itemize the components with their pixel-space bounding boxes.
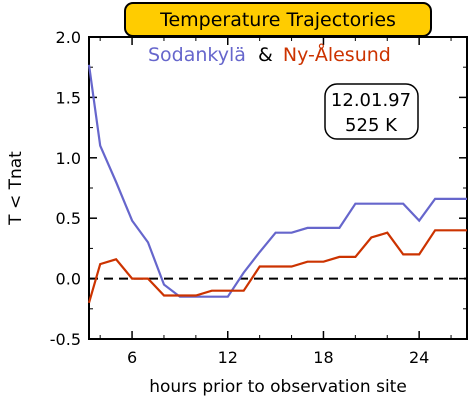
- series-line-1: [87, 64, 467, 298]
- date-level-box: 12.01.97 525 K: [324, 83, 419, 140]
- legend: Sodankylä & Ny-Ålesund: [148, 43, 391, 66]
- y-axis-label: T < Tnat: [6, 151, 26, 226]
- y-tick-label: 0.5: [56, 209, 81, 228]
- annotation-level: 525 K: [345, 115, 398, 136]
- x-axis-label: hours prior to observation site: [149, 377, 407, 397]
- chart-title: Temperature Trajectories: [159, 9, 396, 31]
- legend-series-1: Sodankylä: [148, 44, 246, 66]
- series-lines: [87, 64, 467, 304]
- x-tick-label: 24: [409, 348, 429, 367]
- y-tick-label: 0.0: [56, 270, 81, 289]
- legend-series-2: Ny-Ålesund: [283, 43, 391, 66]
- plot-frame: [88, 36, 468, 340]
- y-tick-label: 2.0: [56, 28, 81, 47]
- y-tick-label: 1.5: [56, 88, 81, 107]
- x-tick-label: 6: [127, 348, 137, 367]
- chart-title-box: Temperature Trajectories: [124, 2, 432, 37]
- x-tick-label: 12: [218, 348, 238, 367]
- annotation-date: 12.01.97: [331, 90, 411, 111]
- y-tick-label: -0.5: [50, 330, 81, 349]
- y-tick-label: 1.0: [56, 149, 81, 168]
- x-tick-label: 18: [313, 348, 333, 367]
- y-axis: -0.5 0.0 0.5 1.0 1.5 2.0: [50, 28, 467, 349]
- legend-joiner: &: [258, 44, 273, 66]
- x-axis: 6 12 18 24: [99, 37, 452, 367]
- series-line-2: [87, 229, 467, 304]
